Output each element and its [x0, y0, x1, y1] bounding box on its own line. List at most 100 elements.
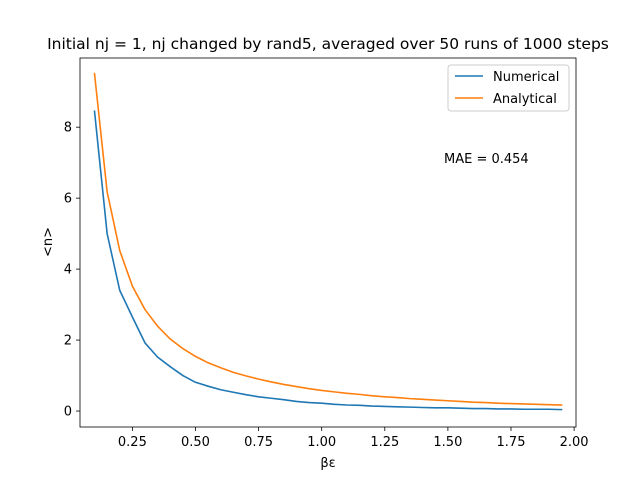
axes-frame — [79, 57, 577, 428]
legend-label-numerical: Numerical — [493, 70, 559, 85]
data-point-numerical — [434, 407, 436, 409]
data-point-numerical — [131, 316, 133, 318]
data-point-analytical — [397, 397, 398, 398]
data-point-numerical — [371, 405, 373, 407]
data-point-numerical — [195, 381, 196, 383]
x-tick-label: 2.00 — [560, 435, 589, 450]
data-point-numerical — [119, 290, 121, 291]
y-tick-label: 0 — [64, 405, 72, 420]
data-point-analytical — [497, 402, 499, 404]
data-point-analytical — [548, 404, 550, 406]
data-point-analytical — [321, 390, 323, 391]
data-point-analytical — [384, 396, 386, 398]
data-point-numerical — [472, 408, 474, 409]
data-point-numerical — [548, 408, 550, 410]
y-tick-label: 4 — [64, 263, 72, 278]
data-point-numerical — [497, 408, 499, 410]
data-point-numerical — [308, 402, 310, 403]
data-point-numerical — [144, 342, 146, 344]
data-point-analytical — [409, 398, 411, 400]
data-point-analytical — [157, 325, 159, 327]
data-point-analytical — [283, 384, 285, 385]
data-point-analytical — [207, 362, 209, 364]
data-point-analytical — [333, 391, 335, 393]
data-point-numerical — [220, 389, 222, 391]
data-point-analytical — [485, 402, 487, 403]
data-point-analytical — [169, 338, 171, 340]
data-point-analytical — [232, 371, 234, 373]
data-point-numerical — [283, 399, 285, 401]
data-point-analytical — [472, 401, 474, 403]
data-point-numerical — [157, 356, 159, 358]
y-tick-label: 2 — [64, 334, 72, 349]
x-axis-ticks: 0.25 0.50 0.75 1.00 1.25 1.50 1.75 2.00 — [118, 427, 589, 450]
legend-label-analytical: Analytical — [493, 92, 557, 107]
data-point-analytical — [422, 398, 424, 400]
data-point-analytical — [308, 388, 310, 390]
data-point-numerical — [460, 407, 461, 409]
data-point-numerical — [94, 110, 95, 112]
data-point-analytical — [561, 404, 562, 406]
data-point-analytical — [523, 403, 525, 405]
data-point-analytical — [106, 191, 108, 193]
series-line-numerical — [93, 110, 563, 411]
series-line-analytical — [93, 72, 563, 406]
x-tick-label: 1.50 — [433, 435, 462, 450]
data-point-numerical — [169, 366, 171, 368]
y-axis-ticks: 0 2 4 6 8 — [64, 121, 80, 420]
data-point-analytical — [220, 367, 222, 369]
data-point-numerical — [485, 408, 487, 409]
data-point-analytical — [346, 392, 348, 394]
data-point-analytical — [434, 399, 436, 401]
data-point-numerical — [270, 397, 272, 399]
data-point-numerical — [535, 408, 537, 410]
data-point-analytical — [447, 400, 449, 402]
data-point-numerical — [333, 403, 335, 405]
data-point-numerical — [245, 394, 247, 396]
data-point-analytical — [359, 393, 360, 395]
data-point-analytical — [510, 403, 512, 404]
data-point-numerical — [106, 233, 108, 235]
x-tick-label: 1.00 — [307, 435, 336, 450]
series-lines — [93, 72, 563, 411]
data-point-analytical — [258, 378, 259, 380]
data-point-analytical — [195, 355, 196, 357]
data-point-numerical — [397, 406, 398, 408]
data-point-numerical — [207, 385, 209, 387]
data-point-numerical — [296, 401, 297, 402]
data-point-analytical — [245, 375, 247, 377]
mae-annotation: MAE = 0.454 — [444, 152, 529, 167]
data-point-numerical — [384, 406, 386, 407]
x-tick-label: 0.75 — [244, 435, 273, 450]
y-tick-label: 6 — [64, 192, 72, 207]
data-point-numerical — [447, 407, 449, 409]
data-point-numerical — [182, 375, 184, 376]
data-point-numerical — [232, 391, 234, 393]
data-point-analytical — [296, 386, 297, 387]
data-point-numerical — [510, 408, 512, 410]
data-point-analytical — [119, 250, 121, 252]
data-point-analytical — [182, 348, 184, 349]
data-point-analytical — [131, 285, 133, 287]
legend: Numerical Analytical — [447, 64, 570, 112]
data-point-analytical — [94, 73, 95, 75]
x-tick-label: 0.25 — [118, 435, 147, 450]
data-point-analytical — [371, 395, 373, 397]
data-point-numerical — [422, 407, 424, 408]
data-point-analytical — [535, 403, 537, 405]
data-point-analytical — [460, 401, 461, 402]
data-point-numerical — [359, 404, 360, 406]
x-tick-label: 0.50 — [181, 435, 210, 450]
data-point-numerical — [321, 402, 323, 404]
data-point-numerical — [561, 409, 562, 411]
data-point-analytical — [270, 381, 272, 383]
y-axis-label: <n> — [41, 227, 56, 257]
data-point-numerical — [523, 408, 525, 410]
x-tick-label: 1.25 — [370, 435, 399, 450]
data-point-numerical — [409, 406, 411, 408]
x-axis-label: βε — [320, 456, 335, 471]
data-point-numerical — [346, 404, 348, 406]
y-tick-label: 8 — [64, 121, 72, 136]
data-point-numerical — [258, 396, 259, 398]
